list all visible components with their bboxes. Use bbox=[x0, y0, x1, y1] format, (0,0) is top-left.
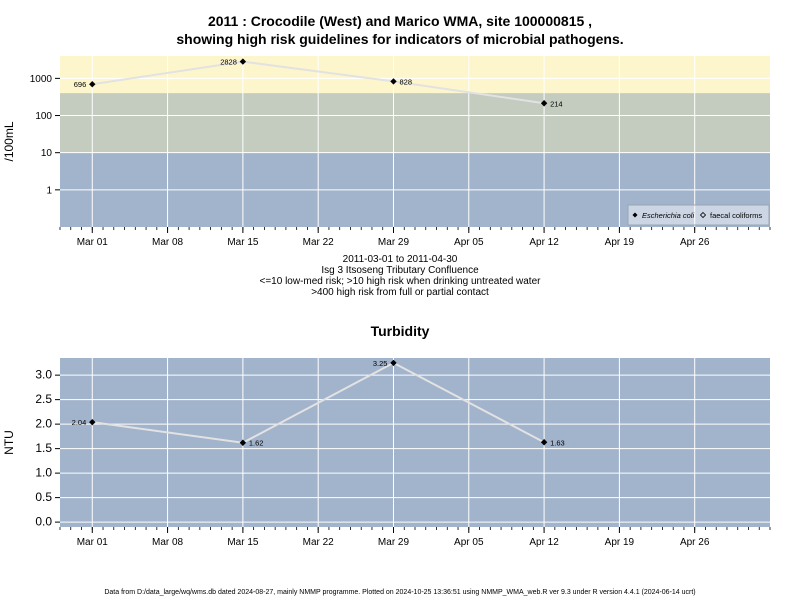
data-label: 828 bbox=[399, 77, 412, 86]
x-tick-label: Mar 08 bbox=[152, 237, 184, 248]
x-tick-label: Mar 29 bbox=[378, 537, 410, 548]
y-tick-label: 3.0 bbox=[35, 368, 52, 382]
data-point bbox=[540, 100, 548, 107]
data-label: 214 bbox=[550, 99, 563, 108]
data-label: 696 bbox=[74, 80, 87, 89]
legend-ecoli-label: Escherichia coli bbox=[642, 211, 694, 220]
x-tick-label: Apr 26 bbox=[680, 537, 710, 548]
data-point bbox=[540, 439, 548, 446]
data-point bbox=[89, 418, 96, 426]
x-tick-label: Mar 08 bbox=[152, 537, 184, 548]
data-point bbox=[390, 359, 397, 367]
data-label: 1.62 bbox=[249, 439, 264, 448]
chart-subtitle: showing high risk guidelines for indicat… bbox=[176, 31, 624, 47]
data-label: 2828 bbox=[220, 58, 237, 67]
y-tick-label: 10 bbox=[41, 148, 53, 159]
y-tick-label: 1000 bbox=[30, 74, 53, 85]
drinking-risk-note: <=10 low-med risk; >10 high risk when dr… bbox=[259, 276, 541, 287]
x-tick-label: Apr 19 bbox=[605, 537, 635, 548]
y-tick-label: 1.5 bbox=[35, 441, 52, 455]
risk-band-1 bbox=[60, 93, 770, 153]
y-tick-label: 2.5 bbox=[35, 392, 52, 406]
micro-panel: 1 10 100 1000 Mar 01 Mar 08 Mar 15 Mar 22 Mar 29… bbox=[2, 56, 771, 248]
x-tick-label: Mar 01 bbox=[77, 237, 109, 248]
x-tick-label: Mar 22 bbox=[303, 537, 335, 548]
series-line bbox=[92, 361, 545, 444]
y-tick-label: 1 bbox=[46, 185, 52, 196]
data-label: 3.25 bbox=[373, 359, 388, 368]
x-tick-label: Mar 29 bbox=[378, 237, 410, 248]
legend-faecal-marker bbox=[699, 211, 707, 219]
date-range-note: 2011-03-01 to 2011-04-30 bbox=[342, 254, 458, 265]
risk-band-0 bbox=[60, 56, 770, 94]
series-line bbox=[92, 60, 545, 105]
chart-title: 2011 : Crocodile (West) and Marico WMA, … bbox=[207, 13, 593, 29]
x-tick-label: Mar 22 bbox=[303, 237, 335, 248]
x-tick-label: Apr 05 bbox=[454, 237, 484, 248]
turbidity-title: Turbidity bbox=[370, 323, 430, 339]
y-axis-label: /100mL bbox=[2, 121, 16, 161]
legend-faecal-label: faecal coliforms bbox=[710, 211, 762, 220]
data-point bbox=[89, 81, 96, 88]
legend-box bbox=[627, 204, 770, 226]
x-tick-label: Apr 26 bbox=[680, 237, 710, 248]
data-point bbox=[239, 58, 247, 65]
y-tick-label: 1.0 bbox=[35, 466, 52, 480]
y-tick-label: 100 bbox=[35, 111, 52, 122]
data-label: 1.63 bbox=[550, 438, 565, 447]
x-tick-label: Apr 12 bbox=[529, 237, 559, 248]
footer-note: Data from D:/data_large/wq/wms.db dated … bbox=[104, 589, 696, 596]
site-name-note: Isg 3 Itsoseng Tributary Confluence bbox=[321, 265, 479, 276]
legend-ecoli-marker bbox=[632, 212, 638, 218]
y-tick-label: 0.5 bbox=[35, 490, 52, 504]
turb-panel: 0.0 0.5 1.0 1.5 2.0 2.5 3.0 Mar 01 Mar 08 Mar 15 M… bbox=[2, 358, 771, 548]
x-tick-label: Apr 19 bbox=[605, 237, 635, 248]
x-tick-label: Mar 15 bbox=[227, 237, 259, 248]
x-tick-label: Mar 15 bbox=[227, 537, 259, 548]
x-tick-label: Mar 01 bbox=[77, 537, 109, 548]
x-tick-label: Apr 12 bbox=[529, 537, 559, 548]
y-tick-label: 2.0 bbox=[35, 417, 52, 431]
data-label: 2.04 bbox=[72, 418, 87, 427]
plot-background bbox=[60, 358, 770, 527]
data-point bbox=[390, 78, 397, 85]
y-tick-label: 0.0 bbox=[35, 515, 52, 529]
y-axis-label: NTU bbox=[2, 430, 16, 455]
contact-risk-note: >400 high risk from full or partial cont… bbox=[311, 287, 489, 298]
x-tick-label: Apr 05 bbox=[454, 537, 484, 548]
data-point bbox=[239, 439, 247, 446]
